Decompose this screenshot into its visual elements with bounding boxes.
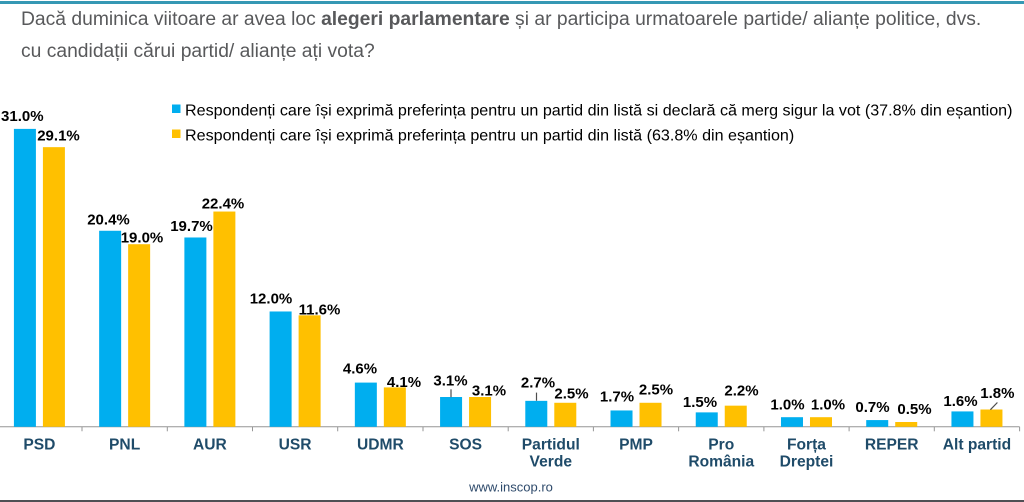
- svg-text:4.6%: 4.6%: [343, 361, 377, 378]
- svg-text:22.4%: 22.4%: [202, 196, 245, 213]
- svg-text:2.5%: 2.5%: [554, 385, 588, 402]
- svg-text:www.inscop.ro: www.inscop.ro: [468, 480, 553, 495]
- svg-text:Alt partid: Alt partid: [943, 437, 1011, 454]
- svg-text:3.1%: 3.1%: [472, 383, 506, 400]
- svg-text:SOS: SOS: [449, 437, 482, 454]
- svg-text:Verde: Verde: [530, 454, 573, 471]
- svg-text:Partidul: Partidul: [522, 437, 580, 454]
- svg-text:Respondenți care își exprimă p: Respondenți care își exprimă preferința …: [185, 127, 794, 145]
- svg-text:2.7%: 2.7%: [521, 375, 555, 392]
- svg-text:4.1%: 4.1%: [387, 374, 421, 391]
- svg-text:1.8%: 1.8%: [980, 385, 1014, 402]
- svg-text:0.7%: 0.7%: [855, 399, 889, 416]
- svg-text:REPER: REPER: [865, 437, 919, 454]
- svg-text:2.2%: 2.2%: [724, 383, 758, 400]
- svg-text:PSD: PSD: [23, 437, 55, 454]
- svg-text:31.0%: 31.0%: [1, 108, 44, 125]
- svg-text:20.4%: 20.4%: [87, 212, 130, 229]
- svg-text:3.1%: 3.1%: [433, 373, 467, 390]
- svg-text:2.5%: 2.5%: [639, 382, 673, 399]
- svg-text:1.6%: 1.6%: [943, 393, 977, 410]
- svg-text:1.0%: 1.0%: [770, 397, 804, 414]
- svg-text:Dreptei: Dreptei: [780, 454, 834, 471]
- svg-text:12.0%: 12.0%: [250, 290, 293, 307]
- svg-text:PMP: PMP: [619, 437, 653, 454]
- svg-text:Respondenți care își exprimă p: Respondenți care își exprimă preferința …: [185, 102, 1012, 120]
- svg-text:1.5%: 1.5%: [683, 394, 717, 411]
- svg-text:AUR: AUR: [193, 437, 227, 454]
- svg-text:19.0%: 19.0%: [121, 230, 164, 247]
- svg-text:1.7%: 1.7%: [600, 389, 634, 406]
- svg-text:PNL: PNL: [109, 437, 141, 454]
- svg-text:11.6%: 11.6%: [299, 302, 341, 319]
- svg-text:România: România: [688, 454, 754, 471]
- svg-text:0.5%: 0.5%: [897, 401, 931, 418]
- svg-text:Forța: Forța: [787, 437, 826, 454]
- svg-text:USR: USR: [279, 437, 312, 454]
- svg-text:1.0%: 1.0%: [811, 397, 845, 414]
- svg-text:UDMR: UDMR: [357, 437, 404, 454]
- svg-text:29.1%: 29.1%: [37, 128, 80, 145]
- svg-text:19.7%: 19.7%: [170, 218, 213, 235]
- svg-text:Pro: Pro: [708, 437, 734, 454]
